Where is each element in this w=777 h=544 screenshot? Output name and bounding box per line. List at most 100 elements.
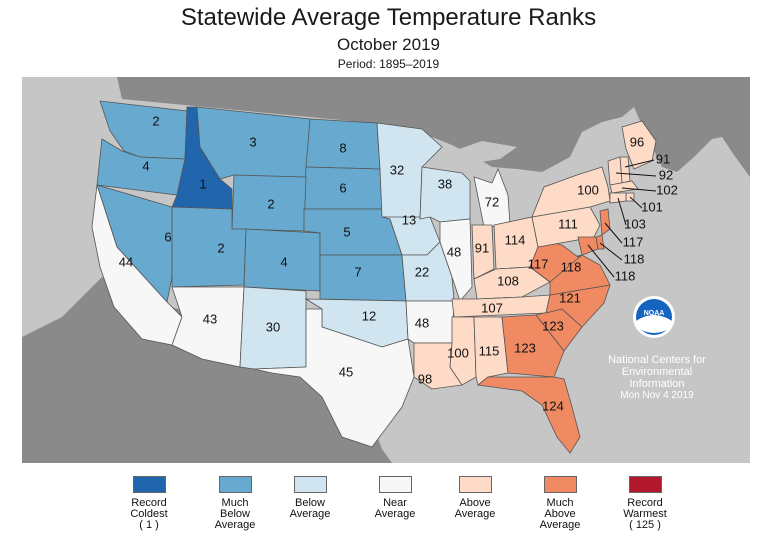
rank-label-kansas: 7 xyxy=(354,264,361,279)
rank-label-south-carolina: 123 xyxy=(542,318,564,333)
state-vermont xyxy=(607,156,623,186)
lake-superior xyxy=(442,141,517,169)
noaa-logo: NOAA xyxy=(633,296,675,338)
legend-label: Near Average xyxy=(374,497,416,520)
state-california xyxy=(91,184,183,346)
rank-label-colorado: 4 xyxy=(280,254,287,269)
map-title: Statewide Average Temperature Ranks xyxy=(180,4,597,31)
rank-label-california: 44 xyxy=(119,254,133,269)
mexico-landmass xyxy=(22,277,392,463)
rank-label-indiana: 91 xyxy=(475,240,489,255)
leader-line-new-jersey xyxy=(604,222,623,244)
legend-label: Record Coldest ( 1 ) xyxy=(130,497,168,531)
rank-label-arizona: 43 xyxy=(203,311,217,326)
legend-label: Much Below Average xyxy=(214,497,256,531)
rank-label-montana: 3 xyxy=(249,134,256,149)
legend-swatch xyxy=(293,476,327,493)
rank-label-wyoming: 2 xyxy=(267,196,274,211)
rank-label-oregon: 4 xyxy=(142,158,149,173)
canada-landmass xyxy=(22,77,750,177)
state-maine xyxy=(621,120,657,170)
rank-label-nevada: 6 xyxy=(164,229,171,244)
leader-line-connecticut xyxy=(617,197,627,226)
state-new-york xyxy=(531,166,611,218)
leader-line-massachusetts xyxy=(621,187,657,192)
legend-label: Much Above Average xyxy=(539,497,581,531)
rank-label-michigan: 72 xyxy=(485,194,499,209)
rank-label-oklahoma: 12 xyxy=(362,308,376,323)
rank-label-ohio: 114 xyxy=(505,232,526,247)
legend-item: Below Average xyxy=(265,476,355,520)
rank-label-florida: 124 xyxy=(542,398,564,413)
map-subtitle: October 2019 xyxy=(336,35,440,54)
rank-label-arkansas: 48 xyxy=(415,315,429,330)
state-texas xyxy=(253,308,415,448)
legend-swatch xyxy=(132,476,166,493)
legend-label: Record Warmest ( 125 ) xyxy=(623,497,667,531)
period-label: Period: 1895–2019 xyxy=(337,57,440,71)
rank-label-wisconsin: 38 xyxy=(438,176,452,191)
leader-line-vermont xyxy=(615,172,657,177)
rank-label-virginia: 118 xyxy=(561,259,582,274)
rank-label-kentucky: 108 xyxy=(497,273,519,288)
leader-line-maryland xyxy=(587,244,615,278)
rank-label-tennessee: 107 xyxy=(481,300,503,315)
legend-item: Near Average xyxy=(350,476,440,520)
rank-label-south-dakota: 6 xyxy=(339,180,346,195)
rank-label-utah: 2 xyxy=(217,240,224,255)
rank-label-missouri: 22 xyxy=(415,264,429,279)
legend-swatch xyxy=(628,476,662,493)
rank-label-nebraska: 5 xyxy=(343,224,350,239)
state-arkansas xyxy=(405,300,455,344)
credit-line-3: Information xyxy=(629,378,685,390)
rank-label-delaware: 118 xyxy=(624,251,645,266)
rank-label-new-mexico: 30 xyxy=(266,319,280,334)
rank-label-north-dakota: 8 xyxy=(339,140,346,155)
credit-line-2: Environmental xyxy=(621,366,693,378)
rank-label-idaho: 1 xyxy=(199,176,206,191)
rank-label-pennsylvania: 111 xyxy=(558,216,578,231)
rank-label-louisiana: 98 xyxy=(418,371,432,386)
rank-label-alabama: 115 xyxy=(479,343,500,358)
legend-item: Much Above Average xyxy=(515,476,605,531)
legend-item: Much Below Average xyxy=(190,476,280,531)
rank-label-new-jersey: 117 xyxy=(623,234,644,249)
rank-label-rhode-island: 101 xyxy=(641,199,663,214)
rank-label-minnesota: 32 xyxy=(390,162,404,177)
legend-swatch xyxy=(218,476,252,493)
legend-item: Record Coldest ( 1 ) xyxy=(104,476,194,531)
legend-item: Record Warmest ( 125 ) xyxy=(600,476,690,531)
leader-lines xyxy=(587,159,657,278)
legend-label: Below Average xyxy=(289,497,331,520)
legend-swatch xyxy=(458,476,492,493)
leader-line-new-hampshire xyxy=(624,159,655,168)
legend-label: Above Average xyxy=(454,497,496,520)
rank-label-new-hampshire: 91 xyxy=(656,151,670,166)
rank-label-washington: 2 xyxy=(152,113,159,128)
legend-swatch xyxy=(378,476,412,493)
state-indiana xyxy=(471,224,495,280)
state-georgia xyxy=(501,314,565,378)
leader-line-delaware xyxy=(599,242,623,261)
credit-date: Mon Nov 4 2019 xyxy=(620,390,694,401)
rank-label-new-york: 100 xyxy=(577,182,599,197)
rank-label-west-virginia: 117 xyxy=(528,256,549,271)
state-kansas xyxy=(319,254,407,302)
rank-label-illinois: 48 xyxy=(447,244,461,259)
rank-label-texas: 45 xyxy=(339,364,353,379)
rank-label-north-carolina: 121 xyxy=(559,290,581,305)
lake-huron xyxy=(498,169,534,207)
rank-label-massachusetts: 102 xyxy=(656,182,678,197)
rank-label-connecticut: 103 xyxy=(624,216,646,231)
state-wisconsin xyxy=(419,166,471,223)
rank-label-maine: 96 xyxy=(630,134,644,149)
state-florida xyxy=(477,376,581,454)
legend-swatch xyxy=(543,476,577,493)
rank-label-iowa: 13 xyxy=(402,212,416,227)
noaa-logo-text: NOAA xyxy=(644,310,665,317)
rank-label-mississippi: 100 xyxy=(447,345,469,360)
credit-line-1: National Centers for xyxy=(608,354,706,366)
rank-label-vermont: 92 xyxy=(659,167,673,182)
